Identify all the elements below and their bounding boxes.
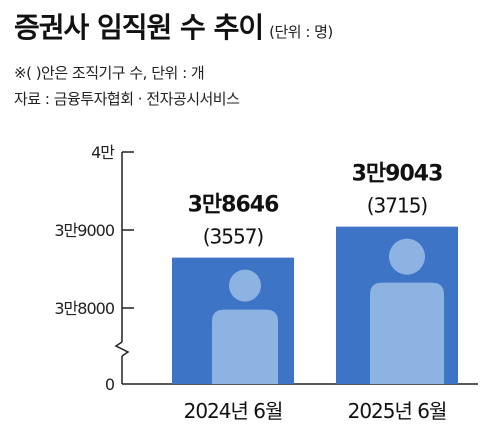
axis-break-mark bbox=[114, 341, 130, 357]
chart-title-text: 증권사 임직원 수 추이 bbox=[14, 11, 264, 44]
person-icon bbox=[370, 282, 444, 384]
bar-sub-label: (3715) bbox=[367, 194, 428, 218]
person-icon-head bbox=[229, 269, 261, 302]
y-tick-label: 3만8000 bbox=[54, 299, 114, 318]
chart-title: 증권사 임직원 수 추이 (단위 : 명) bbox=[14, 6, 333, 46]
person-icon bbox=[212, 309, 278, 384]
y-tick-label: 3만9000 bbox=[54, 221, 114, 240]
bar-sub-label: (3557) bbox=[203, 225, 264, 249]
source-note: 자료 : 금융투자협회 · 전자공시서비스 bbox=[14, 90, 240, 108]
x-category-label: 2025년 6월 bbox=[348, 399, 447, 423]
footnote: ※( )안은 조직기구 수, 단위 : 개 bbox=[14, 64, 205, 82]
x-category-label: 2024년 6월 bbox=[184, 399, 283, 423]
bar-value-label: 3만9043 bbox=[352, 162, 443, 187]
person-icon-head bbox=[389, 238, 425, 275]
bar-value-label: 3만8646 bbox=[188, 193, 279, 218]
y-tick-label: 4만 bbox=[91, 143, 115, 162]
unit-label: (단위 : 명) bbox=[269, 23, 333, 41]
y-tick-label: 0 bbox=[105, 375, 115, 394]
